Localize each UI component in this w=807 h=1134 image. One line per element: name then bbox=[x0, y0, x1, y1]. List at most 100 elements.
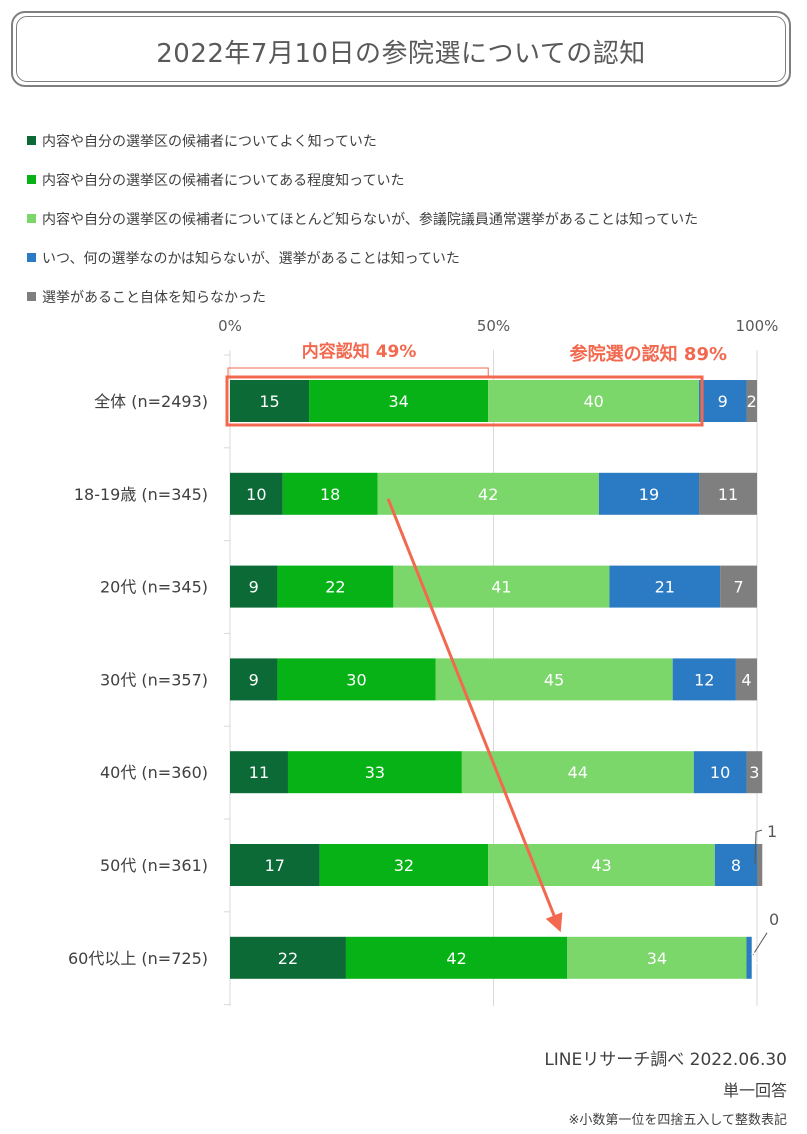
data-label: 11 bbox=[718, 485, 738, 504]
content-awareness-bracket bbox=[227, 367, 489, 378]
data-label-outside: 1 bbox=[767, 822, 777, 841]
legend-item: 内容や自分の選挙区の候補者についてよく知っていた bbox=[27, 121, 698, 160]
footer-answer-type: 単一回答 bbox=[722, 1081, 787, 1100]
legend-label: いつ、何の選挙なのかは知らないが、選挙があることは知っていた bbox=[42, 250, 460, 267]
legend-swatch bbox=[27, 136, 36, 145]
bar-segment bbox=[230, 380, 310, 422]
legend: 内容や自分の選挙区の候補者についてよく知っていた 内容や自分の選挙区の候補者につ… bbox=[27, 121, 698, 316]
data-label: 7 bbox=[733, 578, 743, 597]
category-label: 60代以上 (n=725) bbox=[68, 949, 208, 968]
category-label: 全体 (n=2493) bbox=[94, 392, 208, 411]
bar-segment bbox=[699, 380, 747, 422]
bar-segment bbox=[693, 751, 747, 794]
title-box: 2022年7月10日の参院選についての認知 bbox=[11, 11, 791, 87]
data-label: 10 bbox=[710, 763, 730, 782]
bar-segment bbox=[672, 658, 736, 701]
data-label: 8 bbox=[731, 856, 741, 875]
data-label: 9 bbox=[249, 670, 259, 689]
bar-segment bbox=[598, 472, 700, 515]
bar-segment bbox=[230, 751, 288, 794]
legend-swatch bbox=[27, 253, 36, 262]
x-tick-label: 50% bbox=[477, 317, 510, 335]
legend-label: 内容や自分の選挙区の候補者についてほとんど知らないが、参議院議員通常選挙があるこ… bbox=[42, 211, 699, 228]
data-label: 41 bbox=[491, 578, 511, 597]
election-awareness-label: 参院選の認知 89% bbox=[570, 343, 727, 365]
data-label: 33 bbox=[365, 763, 385, 782]
bar-segment bbox=[230, 658, 278, 701]
data-label: 10 bbox=[246, 485, 266, 504]
data-label: 9 bbox=[249, 578, 259, 597]
bar-segment bbox=[735, 658, 757, 701]
footer-source: LINEリサーチ調べ 2022.06.30 bbox=[544, 1050, 787, 1070]
legend-swatch bbox=[27, 175, 36, 184]
data-label: 17 bbox=[265, 856, 285, 875]
data-label: 9 bbox=[718, 392, 728, 411]
bar-segment bbox=[230, 472, 283, 515]
data-label: 32 bbox=[394, 856, 414, 875]
data-label: 43 bbox=[591, 856, 611, 875]
stacked-bar-chart: 0% 50% 100%全体 (n=2493) 15 34 40 9 218-19歳 (n=34… bbox=[68, 317, 779, 1006]
bar-segment bbox=[714, 844, 757, 886]
x-tick-label: 100% bbox=[736, 317, 779, 335]
bar-segment bbox=[699, 472, 757, 515]
legend-label: 内容や自分の選挙区の候補者についてある程度知っていた bbox=[42, 172, 405, 189]
data-label: 4 bbox=[741, 670, 751, 689]
data-label: 2 bbox=[747, 392, 757, 411]
legend-label: 内容や自分の選挙区の候補者についてよく知っていた bbox=[42, 133, 377, 150]
category-label: 18-19歳 (n=345) bbox=[74, 485, 208, 504]
data-label: 34 bbox=[647, 949, 667, 968]
data-label: 11 bbox=[249, 763, 269, 782]
bar-segment bbox=[277, 565, 394, 608]
legend-swatch bbox=[27, 214, 36, 223]
legend-swatch bbox=[27, 292, 36, 301]
data-label: 21 bbox=[655, 578, 675, 597]
legend-item: 内容や自分の選挙区の候補者についてほとんど知らないが、参議院議員通常選挙があるこ… bbox=[27, 199, 698, 238]
bar-segment bbox=[377, 472, 599, 515]
bar-segment bbox=[746, 380, 757, 422]
bar-segment bbox=[757, 844, 763, 886]
bar-segment bbox=[488, 844, 715, 886]
category-label: 20代 (n=345) bbox=[100, 578, 208, 597]
bar-segment bbox=[345, 936, 568, 979]
legend-item: いつ、何の選挙なのかは知らないが、選挙があることは知っていた bbox=[27, 238, 698, 277]
bar-segment bbox=[277, 658, 436, 701]
bar-segment bbox=[230, 936, 346, 979]
footer-note: ※小数第一位を四捨五入して整数表記 bbox=[568, 1113, 787, 1128]
x-tick-label: 0% bbox=[218, 317, 242, 335]
bar-segment bbox=[488, 380, 700, 422]
bar-segment bbox=[567, 936, 747, 979]
legend-item: 内容や自分の選挙区の候補者についてある程度知っていた bbox=[27, 160, 698, 199]
data-label: 1 bbox=[750, 949, 760, 968]
bar-segment bbox=[230, 844, 320, 886]
bar-segment bbox=[282, 472, 378, 515]
bar-segment bbox=[746, 751, 763, 794]
data-label: 30 bbox=[346, 670, 366, 689]
bar-segment bbox=[319, 844, 489, 886]
data-label: 22 bbox=[325, 578, 345, 597]
bar-segment bbox=[746, 936, 752, 979]
bar-segment bbox=[435, 658, 673, 701]
leader-line bbox=[752, 932, 768, 956]
category-label: 50代 (n=361) bbox=[100, 856, 208, 875]
data-label: 22 bbox=[278, 949, 298, 968]
data-label: 45 bbox=[544, 670, 564, 689]
data-label: 19 bbox=[639, 485, 659, 504]
data-label: 12 bbox=[694, 670, 714, 689]
data-label: 15 bbox=[259, 392, 279, 411]
data-label: 42 bbox=[446, 949, 466, 968]
election-awareness-box bbox=[225, 375, 704, 427]
legend-label: 選挙があること自体を知らなかった bbox=[42, 289, 266, 306]
bar-segment bbox=[461, 751, 694, 794]
data-label: 18 bbox=[320, 485, 340, 504]
bar-segment bbox=[609, 565, 721, 608]
category-label: 30代 (n=357) bbox=[100, 670, 208, 689]
legend-item: 選挙があること自体を知らなかった bbox=[27, 277, 698, 316]
data-label: 34 bbox=[388, 392, 408, 411]
bar-segment bbox=[230, 565, 278, 608]
data-label: 42 bbox=[478, 485, 498, 504]
data-label-outside: 0 bbox=[769, 910, 779, 929]
leader-line bbox=[754, 829, 763, 865]
bar-segment bbox=[720, 565, 757, 608]
bar-segment bbox=[309, 380, 489, 422]
data-label: 3 bbox=[749, 763, 759, 782]
